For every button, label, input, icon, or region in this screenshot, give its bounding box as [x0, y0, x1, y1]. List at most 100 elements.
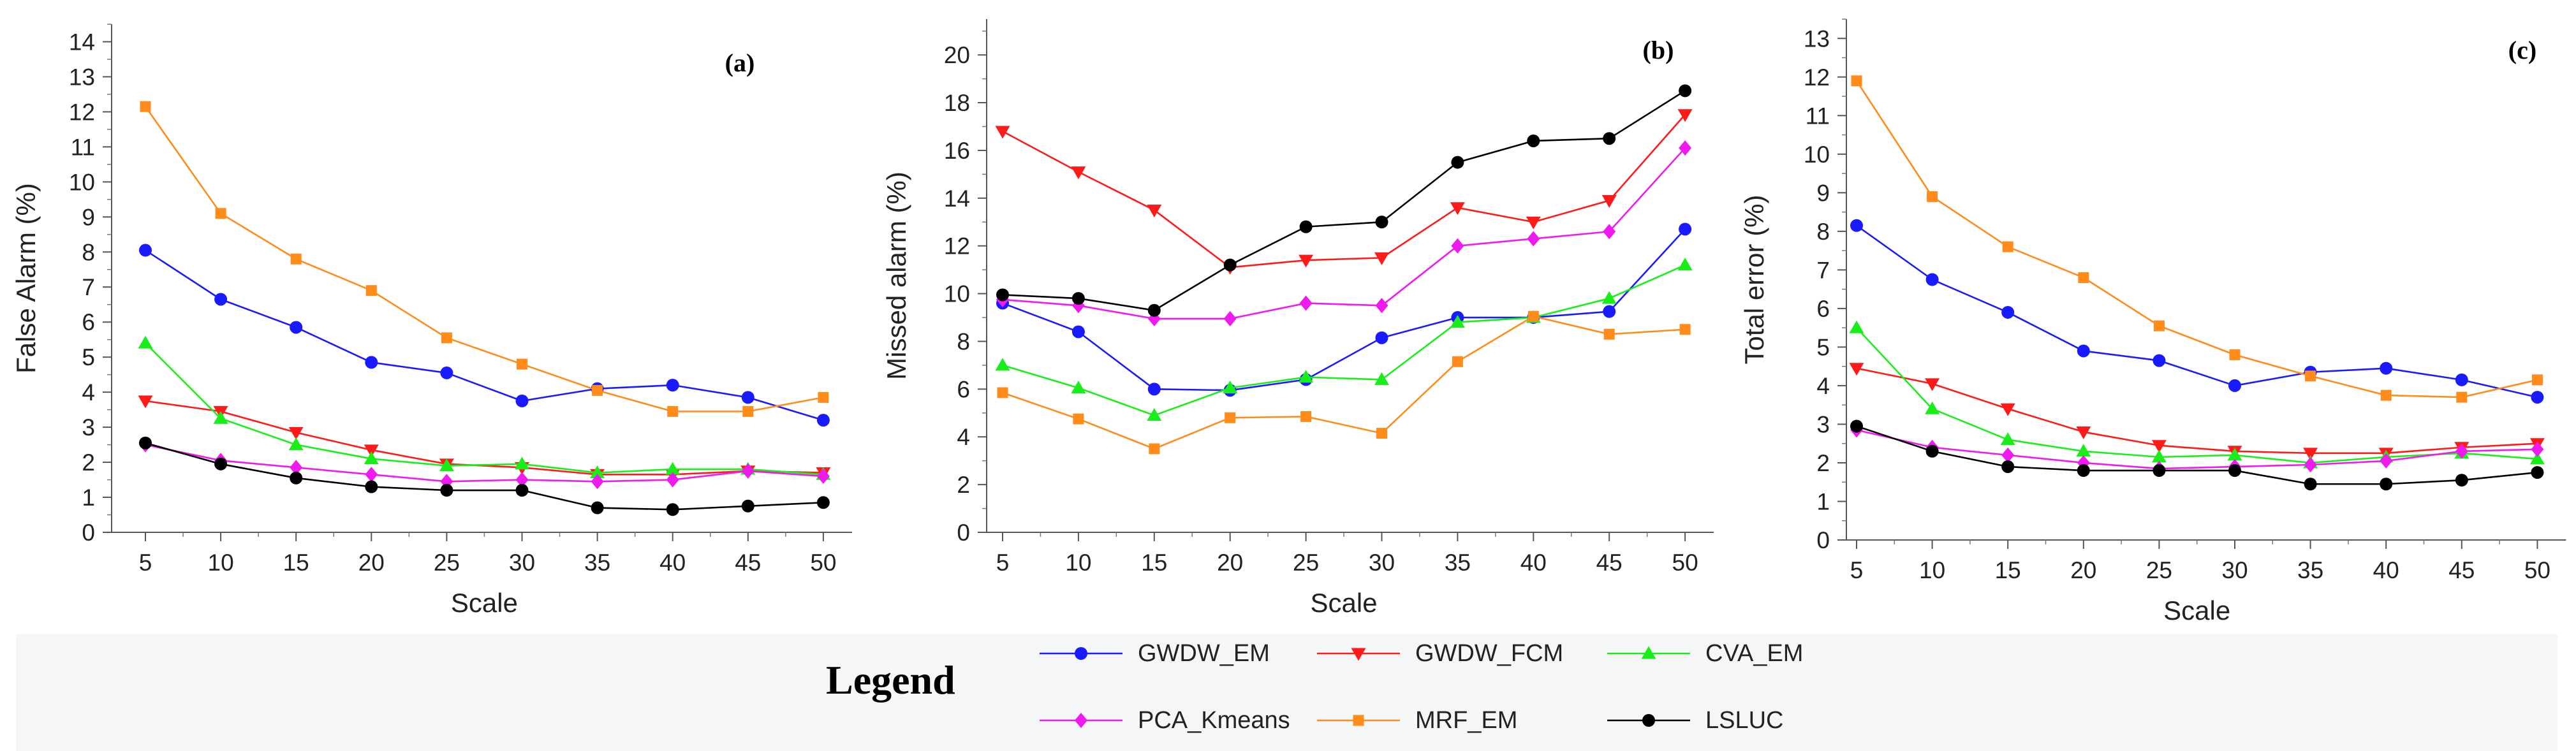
data-point [666, 472, 679, 488]
legend-swatch [1607, 714, 1690, 727]
data-point [1677, 109, 1693, 122]
x-tick-label: 30 [509, 550, 535, 576]
data-point [290, 321, 303, 334]
data-point [2000, 403, 2015, 416]
data-point [1677, 258, 1693, 271]
data-point [1451, 238, 1464, 254]
y-tick-label: 8 [82, 239, 95, 265]
data-point [1603, 224, 1616, 240]
legend-swatch [1317, 648, 1400, 661]
data-point [2305, 370, 2316, 382]
data-point [2077, 464, 2090, 478]
data-point [1299, 254, 1314, 268]
data-point [515, 456, 529, 470]
data-point [2153, 464, 2166, 478]
y-tick-label: 2 [1816, 450, 1830, 476]
data-point [364, 444, 379, 458]
data-point [2000, 432, 2015, 446]
legend-swatch [1040, 713, 1122, 728]
y-tick-label: 5 [1816, 334, 1830, 360]
data-point [1299, 295, 1313, 311]
data-point [1527, 231, 1540, 247]
y-tick-label: 14 [944, 186, 970, 212]
y-tick-label: 0 [957, 520, 970, 546]
panel-label: (b) [1643, 36, 1674, 64]
series-line [145, 400, 823, 476]
data-point [364, 451, 379, 465]
legend-marker [1642, 714, 1655, 727]
series-line [1856, 224, 2538, 398]
series-line [1002, 90, 1686, 312]
series-line [1002, 315, 1686, 450]
x-tick-label: 45 [1596, 550, 1623, 576]
legend-swatch [1607, 646, 1690, 659]
y-tick-label: 3 [1816, 411, 1830, 437]
y-tick-label: 16 [944, 138, 970, 164]
y-tick-label: 11 [71, 134, 95, 160]
x-tick-label: 40 [659, 550, 686, 576]
data-point [2380, 478, 2393, 491]
y-tick-label: 12 [69, 99, 95, 125]
legend-panel [16, 634, 2558, 751]
data-point [741, 391, 754, 404]
data-point [365, 480, 378, 493]
data-point [591, 501, 604, 514]
x-tick-label: 35 [2297, 557, 2323, 583]
y-tick-label: 6 [1816, 296, 1830, 322]
data-point [1679, 84, 1692, 98]
data-point [816, 414, 830, 427]
y-axis-title: False Alarm (%) [11, 183, 41, 374]
data-point [2078, 272, 2089, 283]
x-axis-title: Scale [1311, 588, 1378, 618]
data-point [1679, 222, 1692, 236]
data-point [1603, 305, 1616, 318]
y-tick-label: 2 [82, 449, 95, 476]
data-point [816, 496, 830, 509]
data-point [2304, 478, 2317, 491]
data-point [997, 387, 1008, 398]
data-point [818, 391, 829, 403]
data-point [742, 405, 754, 417]
data-point [440, 484, 453, 497]
chart-panel-b: 0 2 4 6 8 10 12 14 16 18 20 5 10 15 20 25 30 35 40 45 50 Scal… [881, 19, 1714, 618]
y-tick-label: 0 [82, 520, 95, 546]
legend-swatch [1040, 647, 1122, 660]
data-point [1299, 370, 1314, 383]
data-point [1927, 191, 1938, 202]
data-point [2531, 391, 2544, 404]
data-point [995, 358, 1010, 371]
data-point [515, 472, 529, 488]
data-point [591, 474, 604, 490]
data-point [2303, 448, 2318, 461]
series-line [1856, 367, 2538, 455]
legend-marker [1353, 715, 1364, 726]
data-point [2151, 440, 2167, 453]
y-tick-label: 1 [1816, 488, 1830, 514]
data-point [2455, 443, 2468, 459]
y-tick-label: 8 [1816, 219, 1830, 245]
legend-item-cva-em: CVA_EM [1601, 634, 1803, 673]
legend-title: Legend [826, 657, 955, 703]
y-tick-label: 6 [82, 309, 95, 335]
x-tick-label: 20 [1217, 550, 1243, 576]
series-gwdw-em [996, 222, 1692, 397]
x-tick-label: 35 [1445, 550, 1471, 576]
series-pca-kmeans [139, 437, 830, 490]
data-point [441, 332, 452, 344]
data-point [667, 405, 679, 417]
legend-marker [1351, 648, 1366, 661]
series-line [1002, 113, 1686, 268]
x-tick-label: 5 [1850, 557, 1864, 583]
series-line [1002, 264, 1686, 416]
data-point [1527, 134, 1540, 147]
y-tick-label: 10 [944, 281, 970, 307]
data-point [2455, 373, 2468, 386]
x-tick-label: 50 [1672, 550, 1698, 576]
series-cva-em [1849, 320, 2545, 469]
x-tick-label: 40 [1520, 550, 1547, 576]
data-point [1450, 202, 1465, 215]
x-tick-label: 10 [1919, 557, 1945, 583]
series-mrf-em [1851, 75, 2543, 403]
